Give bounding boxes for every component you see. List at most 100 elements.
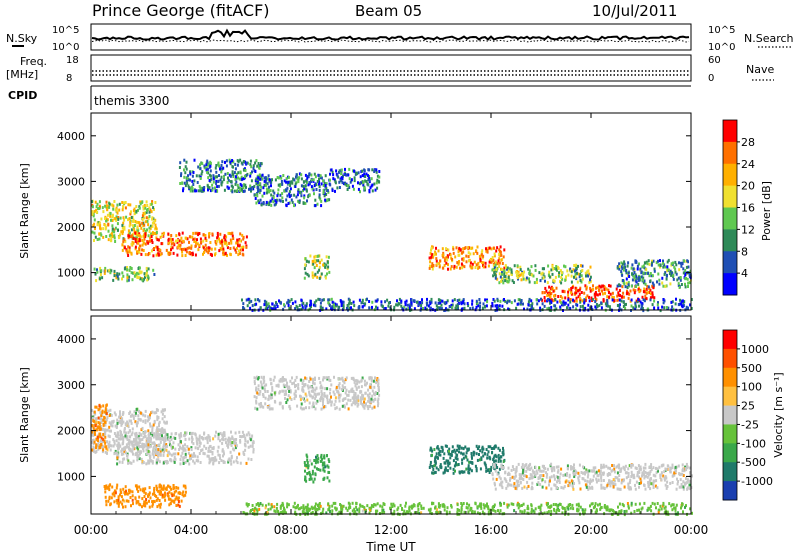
heatmap-cell — [113, 411, 116, 415]
heatmap-cell — [289, 396, 292, 400]
heatmap-cell — [432, 255, 435, 259]
heatmap-cell — [367, 174, 369, 178]
heatmap-cell — [629, 289, 632, 293]
heatmap-cell — [548, 275, 551, 279]
heatmap-cell — [680, 261, 682, 265]
heatmap-cell — [188, 246, 191, 250]
heatmap-cell — [103, 415, 106, 419]
heatmap-cell — [361, 376, 364, 380]
heatmap-cell — [198, 439, 201, 443]
heatmap-cell — [126, 276, 129, 280]
heatmap-cell — [548, 299, 551, 302]
heatmap-cell — [306, 176, 309, 180]
heatmap-cell — [100, 420, 103, 424]
heatmap-cell — [431, 245, 433, 249]
heatmap-cell — [366, 381, 368, 385]
heatmap-cell — [359, 396, 362, 400]
heatmap-cell — [646, 262, 649, 266]
heatmap-cell — [570, 287, 573, 290]
heatmap-cell — [215, 170, 218, 174]
heatmap-cell — [179, 458, 182, 462]
heatmap-cell — [364, 175, 367, 178]
heatmap-cell — [179, 182, 182, 185]
heatmap-cell — [272, 196, 275, 199]
heatmap-cell — [499, 455, 502, 459]
heatmap-cell — [108, 440, 111, 444]
heatmap-cell — [305, 406, 307, 410]
heatmap-cell — [132, 452, 134, 456]
heatmap-cell — [613, 464, 615, 468]
heatmap-cell — [378, 180, 381, 184]
heatmap-cell — [106, 451, 108, 455]
heatmap-cell — [355, 396, 357, 400]
heatmap-cell — [175, 239, 177, 243]
heatmap-cell — [322, 263, 325, 267]
heatmap-cell — [197, 189, 200, 193]
heatmap-cell — [572, 298, 574, 302]
heatmap-cell — [353, 393, 356, 397]
heatmap-cell — [278, 299, 280, 303]
heatmap-cell — [116, 418, 119, 422]
heatmap-cell — [482, 261, 485, 265]
heatmap-cell — [199, 461, 202, 464]
heatmap-cell — [144, 501, 147, 504]
heatmap-cell — [200, 240, 203, 244]
heatmap-cell — [159, 440, 162, 444]
heatmap-cell — [656, 303, 659, 307]
heatmap-cell — [182, 484, 185, 488]
heatmap-cell — [263, 183, 266, 187]
heatmap-cell — [127, 441, 130, 445]
heatmap-cell — [205, 246, 208, 250]
heatmap-cell — [650, 259, 653, 263]
heatmap-cell — [334, 180, 337, 184]
heatmap-cell — [471, 306, 474, 310]
heatmap-cell — [598, 284, 601, 288]
heatmap-cell — [284, 378, 287, 382]
heatmap-cell — [658, 278, 661, 282]
heatmap-cell — [137, 272, 140, 276]
heatmap-cell — [426, 303, 428, 307]
heatmap-cell — [131, 442, 134, 446]
heatmap-cell — [364, 188, 366, 192]
heatmap-cell — [257, 377, 260, 381]
heatmap-cell — [273, 191, 276, 195]
heatmap-cell — [530, 265, 533, 269]
heatmap-cell — [633, 291, 636, 295]
heatmap-cell — [681, 305, 684, 309]
heatmap-cell — [147, 429, 150, 433]
heatmap-cell — [244, 439, 247, 443]
heatmap-cell — [328, 270, 331, 274]
heatmap-cell — [184, 460, 187, 464]
heatmap-cell — [115, 426, 118, 429]
heatmap-cell — [198, 436, 201, 440]
heatmap-cell — [136, 421, 139, 424]
heatmap-cell — [202, 233, 205, 237]
heatmap-cell — [527, 267, 530, 271]
heatmap-cell — [142, 249, 145, 252]
heatmap-cell — [320, 384, 323, 388]
heatmap-cell — [562, 300, 565, 304]
heatmap-cell — [271, 386, 274, 390]
heatmap-cell — [567, 273, 570, 277]
heatmap-cell — [621, 285, 624, 289]
heatmap-cell — [215, 164, 218, 167]
heatmap-cell — [420, 304, 423, 307]
heatmap-cell — [132, 271, 135, 275]
heatmap-cell — [184, 431, 187, 435]
heatmap-cell — [243, 434, 246, 438]
heatmap-cell — [170, 453, 173, 457]
heatmap-cell — [307, 464, 310, 468]
heatmap-cell — [220, 459, 223, 462]
heatmap-cell — [144, 419, 147, 423]
heatmap-cell — [465, 254, 468, 258]
heatmap-cell — [222, 253, 225, 256]
heatmap-cell — [522, 273, 525, 277]
heatmap-cell — [158, 248, 161, 252]
heatmap-cell — [161, 427, 164, 431]
heatmap-cell — [499, 299, 502, 303]
heatmap-cell — [230, 462, 233, 466]
heatmap-cell — [300, 184, 303, 188]
heatmap-cell — [144, 242, 147, 246]
heatmap-cell — [600, 289, 603, 293]
heatmap-cell — [605, 287, 608, 291]
